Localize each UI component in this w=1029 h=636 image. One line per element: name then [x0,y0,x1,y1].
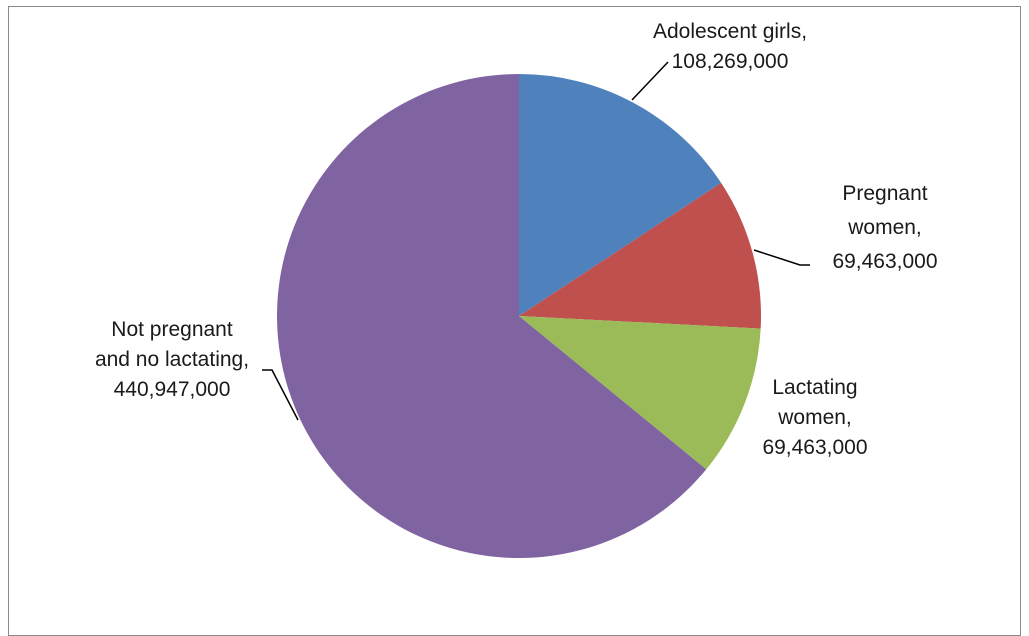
data-label-1-line-2: 69,463,000 [832,250,937,273]
leader-line-1 [753,249,810,266]
data-label-2: Lactating women, 69,463,000 [762,376,867,459]
data-label-3-line-1: and no lactating, [95,348,249,371]
data-label-3: Not pregnant and no lactating, 440,947,000 [95,318,249,401]
data-label-1-line-1: women, [847,216,922,239]
pie-slices [277,74,761,558]
pie-chart: Adolescent girls, 108,269,000 Pregnant wome… [95,20,938,558]
pie-slice-1 [519,182,761,329]
data-labels: Adolescent girls, 108,269,000 Pregnant wome… [95,20,938,459]
data-label-2-line-2: 69,463,000 [762,436,867,459]
data-label-1: Pregnant women, 69,463,000 [832,182,937,273]
leader-line-3 [262,369,299,421]
data-label-2-line-1: women, [777,406,852,429]
data-label-0-line-1: 108,269,000 [672,50,789,73]
data-label-2-line-0: Lactating [772,376,857,399]
data-label-3-line-0: Not pregnant [111,318,233,341]
data-label-0: Adolescent girls, 108,269,000 [653,20,807,73]
pie-slice-2 [519,316,761,470]
data-label-1-line-0: Pregnant [842,182,927,205]
pie-slice-3 [277,74,707,558]
leader-lines [262,61,810,421]
data-label-0-line-0: Adolescent girls, [653,20,807,43]
data-label-3-line-2: 440,947,000 [114,378,231,401]
pie-slice-0 [519,74,722,316]
leader-line-0 [631,61,669,101]
